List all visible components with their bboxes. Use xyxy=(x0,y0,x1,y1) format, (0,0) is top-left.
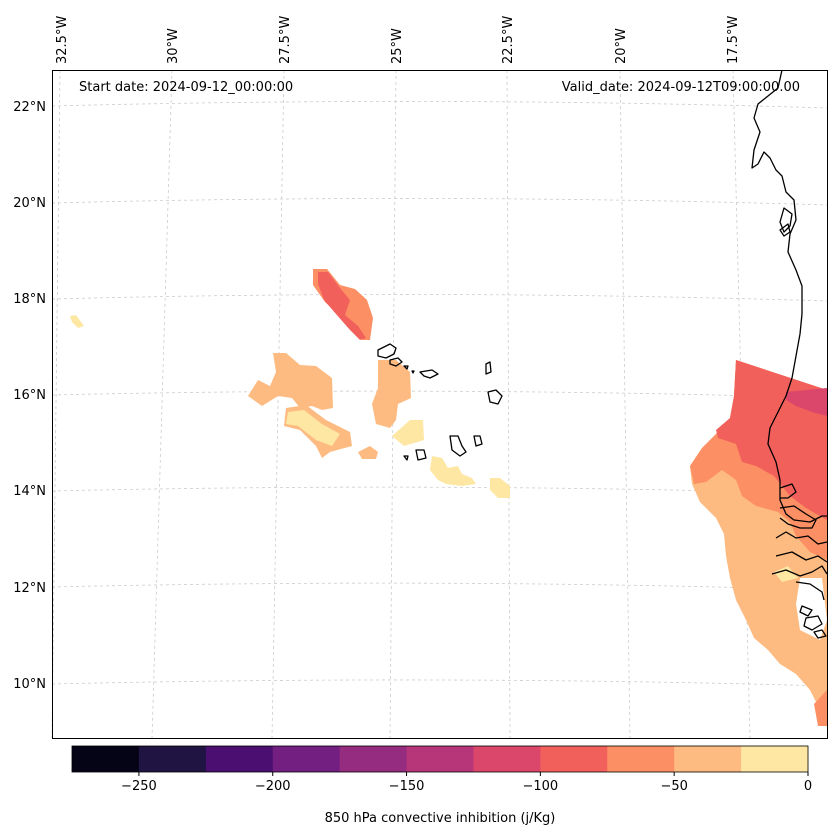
parallel-20n xyxy=(51,198,828,206)
parallel-18n xyxy=(51,294,828,302)
longitude-label: 27.5°W xyxy=(278,16,293,64)
cin-patch xyxy=(814,690,827,726)
latitude-label: 10°N xyxy=(13,677,46,692)
island-coastline xyxy=(449,435,467,457)
colorbar-frame xyxy=(71,745,809,773)
cin-patch xyxy=(786,388,827,416)
african-coastline xyxy=(779,207,793,233)
island-coastline xyxy=(485,361,492,375)
latitude-label: 14°N xyxy=(13,484,46,499)
colorbar-tick-label: −50 xyxy=(660,779,687,794)
latitude-label: 20°N xyxy=(13,196,46,211)
parallel-14n xyxy=(51,486,828,495)
colorbar-ticks: −250 −200 −150 −100 −50 0 xyxy=(121,772,812,794)
colorbar-segment xyxy=(272,746,341,772)
longitude-label: 22.5°W xyxy=(501,16,516,64)
african-coastline xyxy=(751,69,827,523)
colorbar-tick-label: −150 xyxy=(389,779,425,794)
longitude-label: 20°W xyxy=(614,28,629,64)
island-coastline xyxy=(419,369,439,379)
meridian-32-5w xyxy=(51,69,61,739)
parallel-10n xyxy=(51,679,828,687)
colorbar-segment xyxy=(205,746,274,772)
map-frame xyxy=(52,70,828,739)
colorbar-tick-label: −200 xyxy=(255,779,291,794)
colorbar-segment xyxy=(406,746,474,772)
colorbar-segment xyxy=(607,746,675,772)
cin-patch xyxy=(430,456,476,486)
colorbar-tick-label: −250 xyxy=(121,779,157,794)
meridian-22-5w xyxy=(506,69,511,739)
colorbar-tick-label: −100 xyxy=(523,779,559,794)
cin-patch xyxy=(286,410,340,446)
latitude-label: 18°N xyxy=(13,292,46,307)
latitude-label: 16°N xyxy=(13,388,46,403)
colorbar-segment xyxy=(540,746,608,772)
longitude-label: 32.5°W xyxy=(55,16,70,64)
colorbar-segment xyxy=(138,746,207,772)
meridian-30w xyxy=(151,69,173,739)
island-coastline xyxy=(377,343,397,359)
longitude-labels: 32.5°W 30°W 27.5°W 25°W 22.5°W 20°W 17.5… xyxy=(55,16,741,64)
cin-patch xyxy=(358,446,378,459)
cin-patch xyxy=(70,315,84,328)
colorbar-segment xyxy=(72,746,140,772)
colorbar-label: 850 hPa convective inhibition (j/Kg) xyxy=(325,811,556,826)
gambia-coastline xyxy=(779,483,817,529)
parallel-12n xyxy=(51,582,828,591)
colorbar-segment xyxy=(741,746,809,772)
cin-patch xyxy=(490,478,510,498)
cin-patch xyxy=(248,353,333,410)
island-coastline xyxy=(473,435,483,447)
island-coastline xyxy=(403,455,409,461)
cin-patch xyxy=(372,360,411,428)
island-coastline xyxy=(487,389,503,405)
cin-patch xyxy=(392,420,424,446)
longitude-label: 30°W xyxy=(166,28,181,64)
coastlines xyxy=(377,69,828,639)
meridian-27-5w xyxy=(271,69,285,739)
graticule xyxy=(51,69,828,739)
valid-date-label: Valid_date: 2024-09-12T09:00:00.00 xyxy=(562,80,800,95)
cin-patch xyxy=(774,566,798,582)
start-date-label: Start date: 2024-09-12_00:00:00 xyxy=(79,80,293,95)
guinea-bissau-coastline xyxy=(771,531,828,639)
latitude-label: 12°N xyxy=(13,581,46,596)
latitude-label: 22°N xyxy=(13,100,46,115)
parallel-16n xyxy=(51,390,828,399)
colorbar xyxy=(71,745,809,773)
cin-patch xyxy=(318,272,366,340)
colorbar-segment xyxy=(674,746,742,772)
cin-filled-contours xyxy=(70,269,827,726)
island-coastline xyxy=(403,365,409,370)
latitude-labels: 22°N 20°N 18°N 16°N 14°N 12°N 10°N xyxy=(13,100,46,692)
colorbar-segment xyxy=(473,746,541,772)
longitude-label: 25°W xyxy=(390,28,405,64)
island-coastline xyxy=(389,357,403,367)
island-coastline xyxy=(411,370,415,374)
longitude-label: 17.5°W xyxy=(726,16,741,64)
island-coastline xyxy=(415,449,427,461)
colorbar-tick-label: 0 xyxy=(804,779,812,794)
african-coastline xyxy=(779,223,791,237)
meridian-20w xyxy=(619,69,631,739)
colorbar-segment xyxy=(339,746,408,772)
parallel-22n xyxy=(51,101,828,109)
